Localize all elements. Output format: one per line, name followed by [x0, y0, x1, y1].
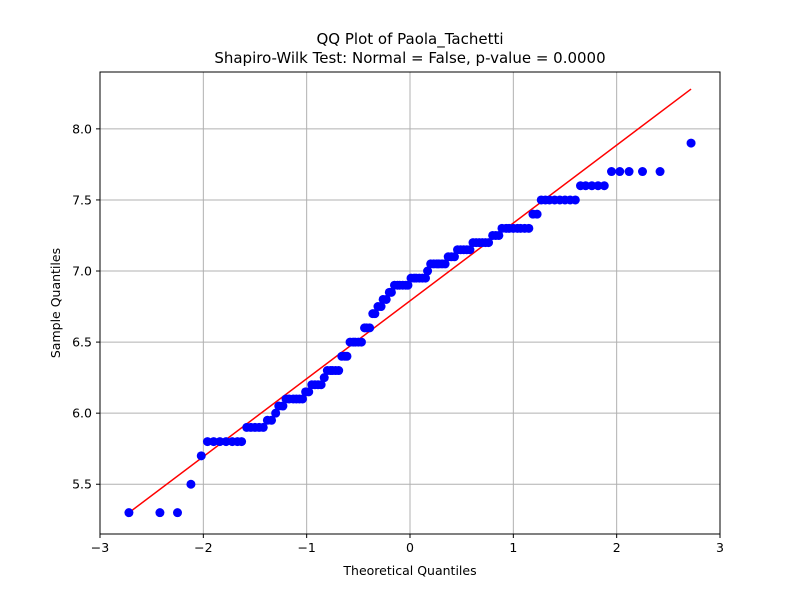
- data-point: [267, 415, 277, 425]
- x-axis-label: Theoretical Quantiles: [342, 563, 476, 578]
- data-point: [155, 508, 165, 518]
- x-axis-ticks: −3 −2 −1 0 1 2 3: [91, 534, 724, 555]
- data-point: [570, 195, 580, 205]
- data-point: [173, 508, 182, 518]
- x-tick-label: 0: [406, 540, 414, 555]
- data-point: [655, 167, 665, 177]
- data-point: [638, 167, 647, 177]
- x-tick-label: −3: [91, 540, 109, 555]
- y-tick-label: 6.5: [72, 335, 92, 350]
- data-point: [624, 167, 634, 177]
- data-point: [484, 238, 494, 248]
- data-point: [365, 323, 375, 333]
- data-point: [587, 181, 597, 191]
- x-tick-label: 2: [613, 540, 621, 555]
- data-point: [196, 451, 206, 461]
- data-point: [319, 373, 329, 383]
- data-point: [124, 508, 134, 518]
- data-point: [215, 437, 225, 447]
- data-point: [607, 167, 616, 177]
- data-point: [376, 302, 386, 312]
- y-tick-label: 7.0: [72, 264, 92, 279]
- data-point: [423, 266, 433, 276]
- data-point: [202, 437, 212, 447]
- data-point: [237, 437, 247, 447]
- y-tick-label: 8.0: [72, 121, 92, 136]
- data-point: [581, 181, 591, 191]
- data-point: [356, 337, 366, 347]
- data-point: [278, 401, 288, 411]
- y-tick-label: 5.5: [72, 477, 92, 492]
- data-point: [316, 380, 326, 390]
- data-point: [524, 223, 534, 233]
- data-point: [186, 479, 196, 489]
- data-point: [532, 209, 542, 219]
- data-point: [686, 138, 696, 148]
- chart-title: QQ Plot of Paola_Tachetti: [316, 30, 503, 49]
- data-point: [615, 167, 625, 177]
- data-point: [386, 287, 396, 297]
- y-tick-label: 6.0: [72, 406, 92, 421]
- data-point: [221, 437, 231, 447]
- data-point: [381, 294, 391, 304]
- data-point: [403, 280, 413, 290]
- data-point: [370, 309, 380, 319]
- y-axis-label: Sample Quantiles: [48, 248, 63, 358]
- data-point: [271, 408, 281, 418]
- y-tick-label: 7.5: [72, 192, 92, 207]
- x-tick-label: −1: [297, 540, 315, 555]
- data-point: [421, 273, 430, 283]
- x-tick-label: 1: [509, 540, 517, 555]
- data-point: [440, 259, 450, 269]
- data-point: [494, 230, 504, 240]
- x-tick-label: 3: [716, 540, 724, 555]
- data-point: [209, 437, 219, 447]
- data-point: [593, 181, 603, 191]
- data-point: [599, 181, 609, 191]
- data-point: [298, 394, 308, 404]
- x-tick-label: −2: [194, 540, 212, 555]
- points-layer: [124, 138, 696, 518]
- data-point: [342, 351, 352, 361]
- data-point: [258, 422, 268, 432]
- grid: [99, 72, 721, 534]
- chart-subtitle: Shapiro-Wilk Test: Normal = False, p-val…: [214, 49, 605, 67]
- y-axis-ticks: 5.5 6.0 6.5 7.0 7.5 8.0: [72, 121, 100, 492]
- data-point: [304, 387, 314, 397]
- data-point: [465, 245, 475, 255]
- data-point: [334, 366, 344, 376]
- data-point: [449, 252, 459, 262]
